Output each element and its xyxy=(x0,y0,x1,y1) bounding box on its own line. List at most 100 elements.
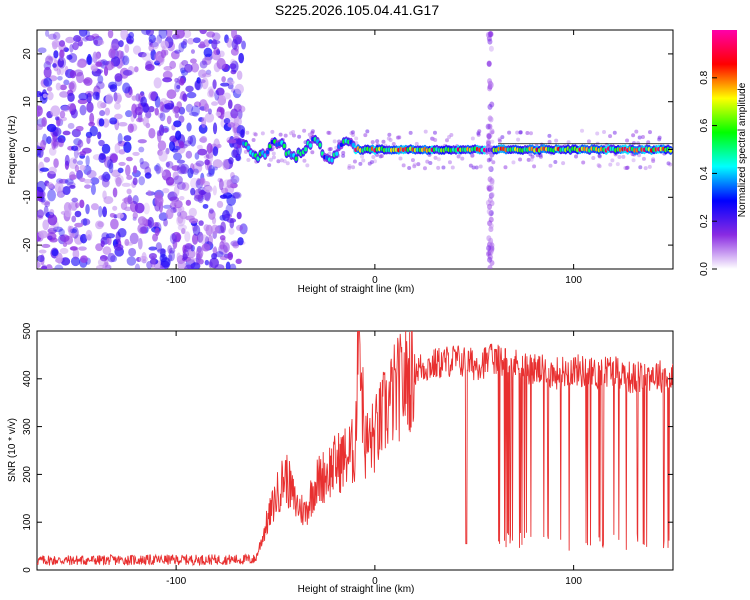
noise-blob xyxy=(178,166,188,174)
noise-blob xyxy=(126,35,135,45)
noise-blob xyxy=(163,127,169,133)
snr-marks xyxy=(37,331,673,567)
noise-blob xyxy=(185,199,192,206)
signal-scatter xyxy=(641,156,646,161)
noise-blob xyxy=(184,264,193,269)
noise-blob xyxy=(122,55,130,66)
noise-blob xyxy=(215,251,224,258)
noise-blob xyxy=(47,214,58,226)
noise-blob xyxy=(150,49,157,61)
noise-blob xyxy=(40,265,48,269)
signal-scatter xyxy=(491,160,496,165)
interference-blob xyxy=(485,123,491,130)
signal-scatter xyxy=(354,136,359,141)
noise-blob xyxy=(102,118,110,128)
noise-blob xyxy=(47,189,57,202)
noise-blob xyxy=(105,93,114,105)
noise-blob xyxy=(227,251,234,261)
signal-scatter xyxy=(271,151,276,156)
noise-blob xyxy=(98,139,105,147)
noise-blob xyxy=(117,167,124,173)
signal-scatter xyxy=(574,154,579,159)
noise-blob xyxy=(165,208,174,220)
noise-blob xyxy=(47,91,54,101)
signal-scatter xyxy=(432,130,437,135)
noise-blob xyxy=(186,122,192,132)
noise-blob xyxy=(176,252,181,261)
noise-blob xyxy=(179,195,185,201)
signal-scatter xyxy=(561,161,566,166)
signal-scatter xyxy=(591,156,596,161)
noise-blob xyxy=(208,165,215,176)
signal-scatter xyxy=(352,159,357,164)
noise-blob xyxy=(132,195,139,205)
noise-blob xyxy=(40,139,46,150)
noise-blob xyxy=(134,263,141,269)
noise-blob xyxy=(71,197,79,203)
noise-blob xyxy=(190,49,195,54)
interference-blob xyxy=(488,81,494,88)
noise-blob xyxy=(97,221,105,228)
noise-blob xyxy=(57,56,67,69)
noise-blob xyxy=(216,58,226,70)
noise-blob xyxy=(101,174,106,182)
noise-blob xyxy=(83,77,93,86)
noise-blob xyxy=(148,127,156,139)
signal-scatter xyxy=(615,162,620,167)
noise-blob xyxy=(127,123,134,134)
noise-blob xyxy=(155,166,164,174)
signal-scatter xyxy=(416,162,421,167)
noise-blob xyxy=(199,177,205,186)
signal-scatter xyxy=(460,156,465,161)
noise-blob xyxy=(79,104,87,116)
noise-blob xyxy=(158,150,168,162)
noise-blob xyxy=(185,150,193,159)
y-tick-label: 400 xyxy=(22,370,33,387)
noise-blob xyxy=(169,140,176,152)
signal-scatter xyxy=(302,128,307,133)
noise-blob xyxy=(118,161,126,166)
noise-blob xyxy=(138,176,146,186)
noise-blob xyxy=(133,66,139,73)
noise-blob xyxy=(138,146,145,153)
noise-blob xyxy=(228,157,234,165)
signal-scatter xyxy=(470,153,475,158)
noise-blob xyxy=(84,184,92,189)
snr-ylabel: SNR (10 * v/v) xyxy=(7,418,18,482)
noise-blob xyxy=(180,163,190,175)
signal-scatter xyxy=(497,138,502,143)
noise-blob xyxy=(153,51,164,64)
noise-blob xyxy=(201,116,207,129)
noise-blob xyxy=(132,177,138,186)
noise-blob xyxy=(211,101,218,106)
noise-blob xyxy=(176,101,183,109)
noise-blob xyxy=(153,77,162,89)
noise-blob xyxy=(69,43,74,53)
snr-panel: -100 0 100 0 100 200 300 400 500 Height of stra… xyxy=(7,322,674,595)
signal-scatter xyxy=(271,155,276,160)
signal-scatter xyxy=(468,163,473,168)
signal-scatter xyxy=(636,141,641,146)
noise-blob xyxy=(64,178,74,185)
noise-blob xyxy=(120,201,128,211)
noise-blob xyxy=(89,125,98,137)
noise-blob xyxy=(166,161,174,169)
noise-blob xyxy=(118,149,126,155)
noise-blob xyxy=(209,150,214,163)
noise-blob xyxy=(180,41,187,49)
noise-blob xyxy=(231,39,238,50)
noise-blob xyxy=(114,174,124,185)
noise-blob xyxy=(57,76,63,81)
noise-blob xyxy=(232,241,240,249)
signal-scatter xyxy=(608,134,613,139)
signal-core xyxy=(294,156,298,161)
noise-blob xyxy=(143,202,150,215)
noise-blob xyxy=(167,244,173,254)
noise-blob xyxy=(104,107,111,116)
noise-blob xyxy=(205,224,213,236)
noise-blob xyxy=(94,52,101,60)
noise-blob xyxy=(90,203,99,211)
signal-scatter xyxy=(547,133,552,138)
noise-blob xyxy=(97,74,104,84)
noise-blob xyxy=(66,181,76,188)
